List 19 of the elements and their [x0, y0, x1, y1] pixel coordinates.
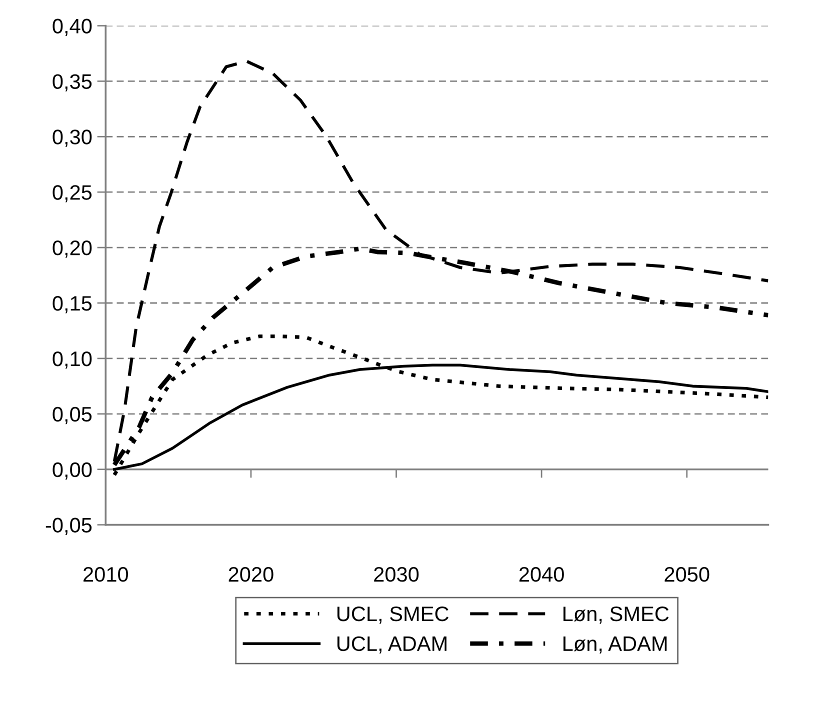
y-tick-label: 0,00	[52, 462, 92, 480]
y-tick-label: 0,10	[52, 351, 92, 369]
legend-label: UCL, ADAM	[337, 636, 446, 654]
x-tick-label: 2030	[374, 567, 419, 582]
legend-label: Løn, SMEC	[563, 606, 669, 624]
y-tick-label: 0,15	[52, 296, 92, 314]
y-tick-label: 0,05	[52, 406, 92, 424]
y-tick-label: 0,30	[52, 130, 92, 147]
x-tick-label: 2050	[664, 567, 710, 582]
legend-label: Løn, ADAM	[563, 636, 667, 654]
legend-label: UCL, SMEC	[337, 606, 448, 624]
y-tick-label: 0,40	[52, 18, 92, 36]
x-tick-label: 2040	[519, 567, 564, 582]
y-tick-label: -0,05	[46, 518, 92, 536]
x-tick-label: 2010	[84, 567, 128, 582]
y-tick-label: 0,20	[52, 240, 92, 258]
x-tick-label: 2020	[228, 567, 274, 582]
y-tick-label: 0,25	[52, 185, 92, 202]
y-tick-label: 0,35	[52, 74, 92, 92]
